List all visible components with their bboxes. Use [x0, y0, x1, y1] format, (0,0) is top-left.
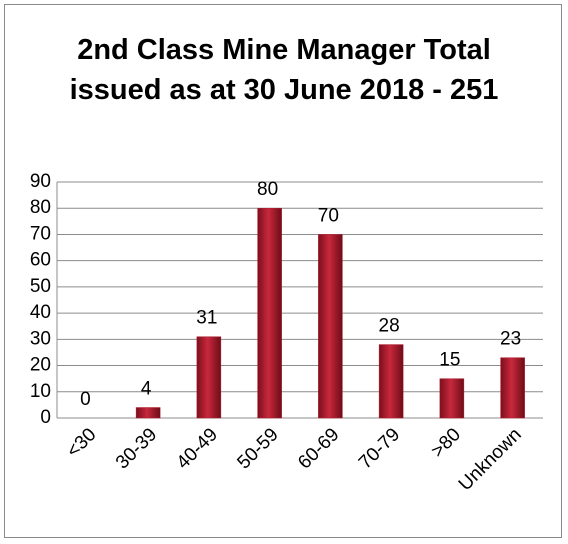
x-tick-label: 70-79 — [355, 424, 404, 473]
y-tick-label: 10 — [30, 381, 51, 402]
bar — [378, 344, 404, 419]
x-tick-label: <30 — [63, 424, 101, 462]
data-label: 23 — [500, 329, 521, 350]
data-label: 31 — [196, 308, 217, 329]
bar — [257, 207, 282, 419]
y-tick-label: 0 — [40, 407, 51, 428]
y-tick-label: 40 — [30, 302, 51, 323]
y-tick-label: 70 — [30, 223, 51, 244]
data-label: 80 — [257, 179, 278, 200]
chart-title: 2nd Class Mine Manager Total issued as a… — [69, 34, 499, 106]
data-label: 70 — [318, 205, 339, 226]
y-tick-label: 90 — [30, 171, 51, 192]
x-tick-label: Unknown — [455, 424, 526, 495]
chart-frame — [4, 4, 562, 538]
data-label: 0 — [80, 389, 91, 410]
bar — [135, 407, 161, 419]
data-label: 28 — [379, 316, 400, 337]
bar — [196, 336, 222, 419]
y-tick-label: 60 — [30, 250, 51, 271]
x-tick-label: 50-59 — [233, 424, 282, 473]
x-tick-label: 30-39 — [112, 424, 161, 473]
x-tick-label: >80 — [427, 424, 465, 462]
y-tick-label: 80 — [30, 197, 51, 218]
y-tick-label: 30 — [30, 328, 51, 349]
data-label: 15 — [439, 350, 460, 371]
bar — [439, 378, 465, 419]
data-label: 4 — [141, 379, 152, 400]
y-tick-label: 50 — [30, 276, 51, 297]
x-tick-label: 60-69 — [294, 424, 343, 473]
bar — [500, 357, 525, 419]
bar — [318, 234, 343, 419]
y-tick-label: 20 — [30, 355, 51, 376]
x-tick-label: 40-49 — [173, 424, 222, 473]
